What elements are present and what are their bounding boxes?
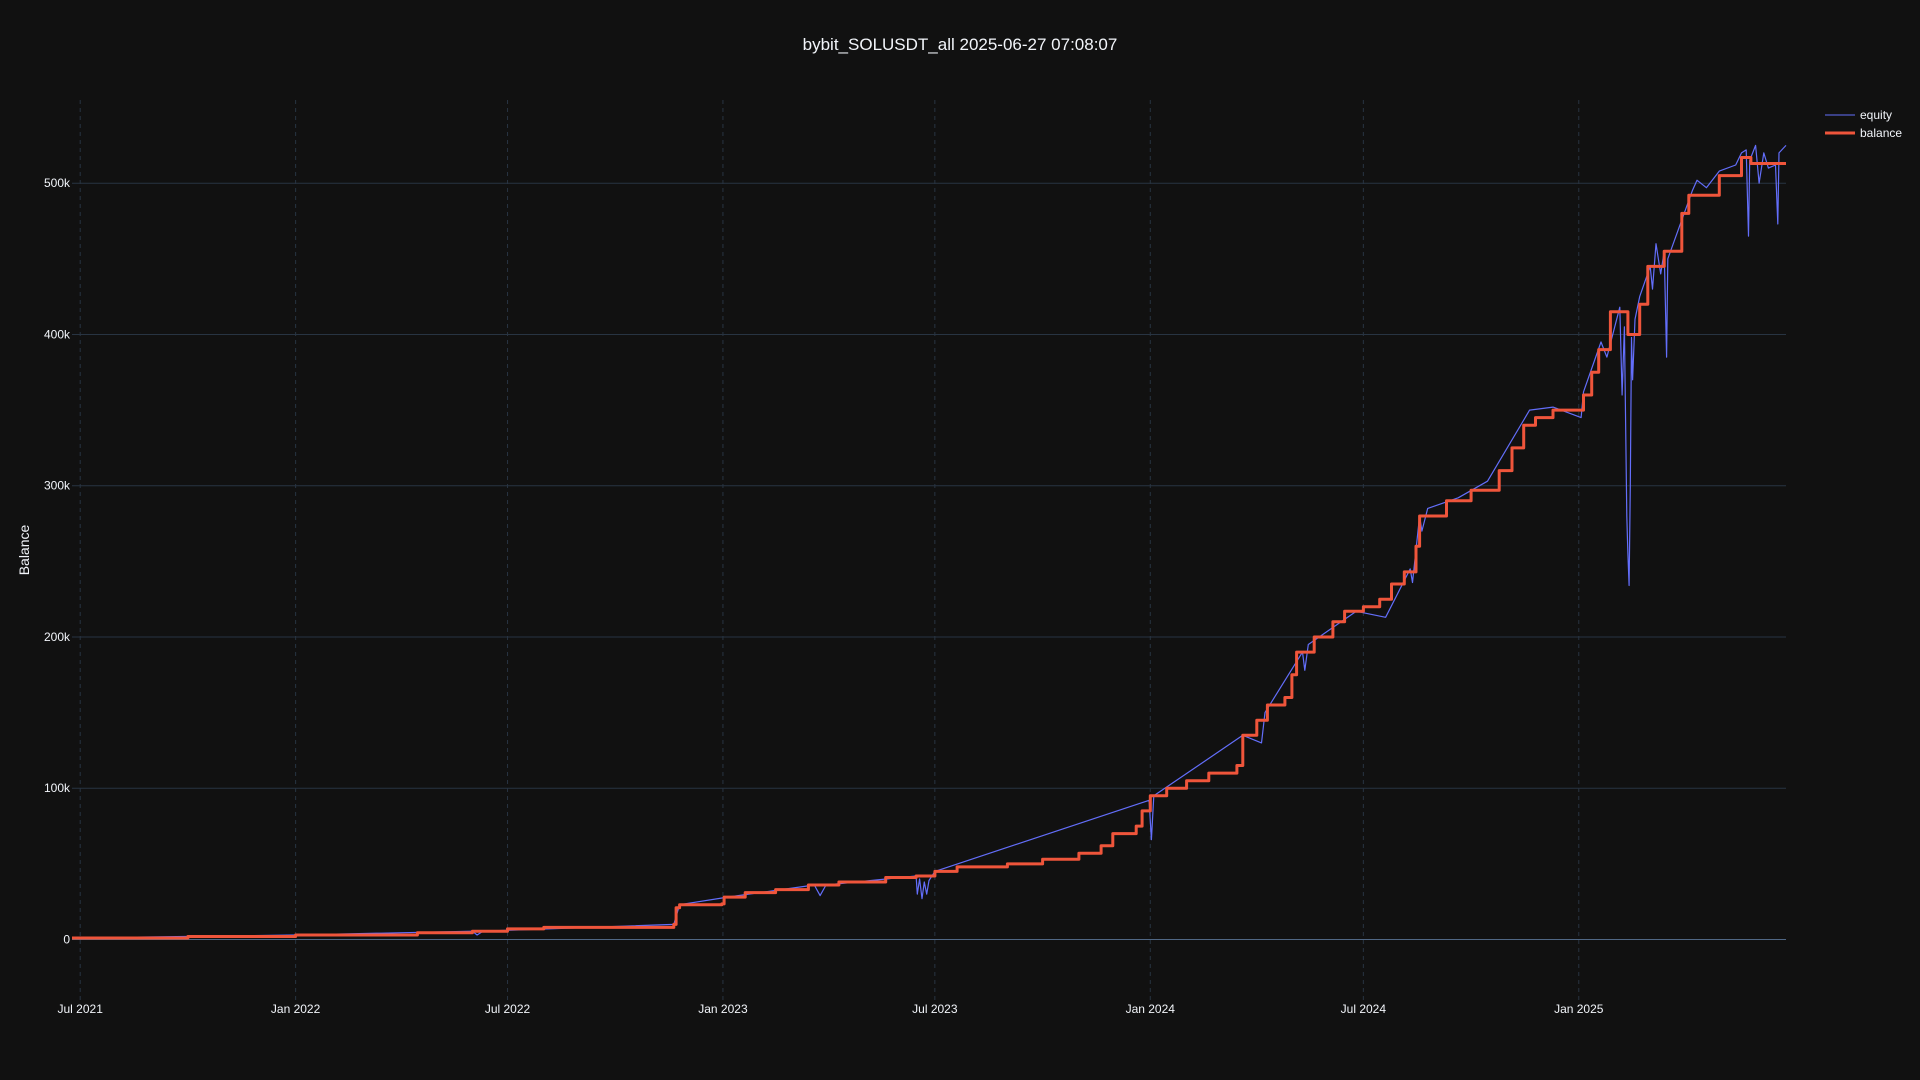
series-line-balance (72, 156, 1786, 940)
y-tick-labels: 0 100k 200k 300k 400k 500k (44, 176, 71, 946)
y-tick-label: 100k (44, 781, 71, 795)
x-tick-label: Jan 2025 (1554, 1002, 1604, 1016)
x-tick-label: Jul 2023 (912, 1002, 958, 1016)
x-tick-label: Jan 2022 (271, 1002, 321, 1016)
legend[interactable]: equity balance (1825, 108, 1902, 140)
x-tick-label: Jan 2024 (1126, 1002, 1176, 1016)
x-tick-labels: Jul 2021 Jan 2022 Jul 2022 Jan 2023 Jul 2023… (58, 1002, 1604, 1016)
y-tick-label: 500k (44, 176, 71, 190)
y-gridlines (72, 182, 1786, 940)
legend-item-balance[interactable]: balance (1825, 126, 1902, 140)
legend-item-equity[interactable]: equity (1825, 108, 1892, 122)
x-tick-label: Jul 2022 (485, 1002, 531, 1016)
x-tick-label: Jan 2023 (698, 1002, 748, 1016)
legend-label-balance: balance (1860, 126, 1902, 140)
y-tick-label: 400k (44, 327, 71, 341)
legend-label-equity: equity (1860, 108, 1892, 122)
y-axis-label: Balance (16, 524, 32, 575)
chart-title: bybit_SOLUSDT_all 2025-06-27 07:08:07 (803, 35, 1118, 54)
x-tick-label: Jul 2021 (58, 1002, 104, 1016)
y-tick-label: 300k (44, 479, 71, 493)
x-tick-label: Jul 2024 (1341, 1002, 1387, 1016)
y-tick-label: 0 (63, 932, 70, 946)
x-gridlines (79, 100, 1580, 1000)
y-tick-label: 200k (44, 630, 71, 644)
series-line-equity (71, 144, 1787, 939)
series-lines (71, 144, 1787, 940)
